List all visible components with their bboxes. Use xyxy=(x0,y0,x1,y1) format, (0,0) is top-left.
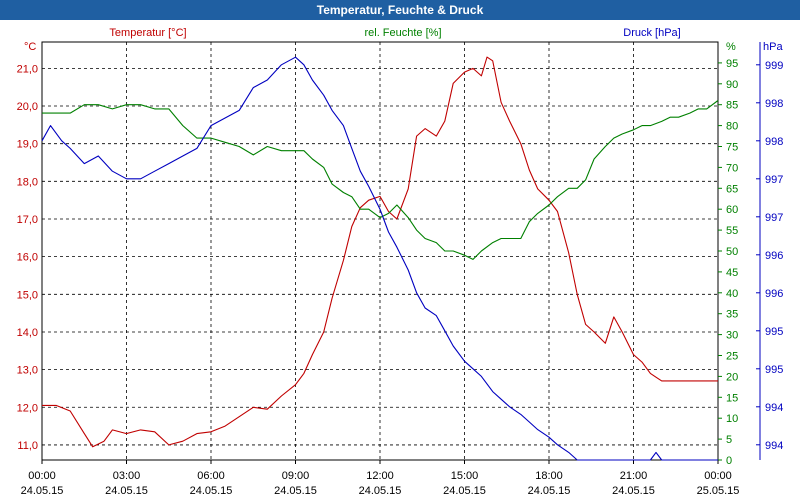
humidity-tick-label: 85 xyxy=(726,100,738,112)
temperature-line xyxy=(42,56,718,448)
x-tick-date: 24.05.15 xyxy=(359,485,402,497)
humidity-tick-label: 60 xyxy=(726,204,738,216)
x-tick-date: 24.05.15 xyxy=(443,485,486,497)
humidity-line xyxy=(42,100,719,260)
humidity-tick-label: 65 xyxy=(726,183,738,195)
humidity-tick-label: 90 xyxy=(726,79,738,91)
pressure-tick-label: 999 xyxy=(765,60,783,72)
x-tick-date: 24.05.15 xyxy=(274,485,317,497)
temperature-tick-label: 15,0 xyxy=(17,289,38,301)
humidity-tick-label: 35 xyxy=(726,309,738,321)
x-tick-time: 12:00 xyxy=(366,470,394,482)
pressure-line xyxy=(41,56,718,461)
x-tick-time: 15:00 xyxy=(451,470,479,482)
humidity-tick-label: 25 xyxy=(726,351,738,363)
humidity-tick-label: 15 xyxy=(726,392,738,404)
pressure-tick-label: 994 xyxy=(765,440,783,452)
humidity-tick-label: 5 xyxy=(726,434,732,446)
temperature-tick-label: 14,0 xyxy=(17,327,38,339)
temperature-tick-label: 13,0 xyxy=(17,365,38,377)
humidity-tick-label: 0 xyxy=(726,455,732,467)
humidity-tick-label: 20 xyxy=(726,371,738,383)
x-tick-time: 00:00 xyxy=(704,470,732,482)
temperature-tick-label: 18,0 xyxy=(17,176,38,188)
x-tick-date: 24.05.15 xyxy=(612,485,655,497)
humidity-tick-label: 70 xyxy=(726,162,738,174)
temperature-tick-label: 16,0 xyxy=(17,252,38,264)
pressure-unit: hPa xyxy=(763,41,783,53)
temperature-unit: °C xyxy=(24,41,36,53)
pressure-axis-label: Druck [hPa] xyxy=(623,27,680,39)
pressure-tick-label: 996 xyxy=(765,288,783,300)
x-tick-date: 24.05.15 xyxy=(190,485,233,497)
x-tick-date: 24.05.15 xyxy=(105,485,148,497)
pressure-tick-label: 998 xyxy=(765,136,783,148)
temperature-tick-label: 17,0 xyxy=(17,214,38,226)
temperature-tick-label: 11,0 xyxy=(17,440,38,452)
humidity-tick-label: 10 xyxy=(726,413,738,425)
x-tick-time: 09:00 xyxy=(282,470,310,482)
x-tick-date: 25.05.15 xyxy=(697,485,740,497)
x-tick-time: 18:00 xyxy=(535,470,563,482)
temperature-axis-label: Temperatur [°C] xyxy=(109,27,186,39)
x-tick-date: 24.05.15 xyxy=(21,485,64,497)
x-tick-time: 00:00 xyxy=(28,470,56,482)
humidity-tick-label: 80 xyxy=(726,121,738,133)
series-lines xyxy=(41,56,719,461)
x-tick-time: 03:00 xyxy=(113,470,141,482)
humidity-tick-label: 55 xyxy=(726,225,738,237)
temperature-tick-label: 21,0 xyxy=(17,63,38,75)
x-tick-time: 21:00 xyxy=(620,470,648,482)
humidity-tick-label: 75 xyxy=(726,142,738,154)
pressure-tick-label: 996 xyxy=(765,250,783,262)
chart-title: Temperatur, Feuchte & Druck xyxy=(0,0,800,20)
temperature-tick-label: 12,0 xyxy=(17,402,38,414)
grid xyxy=(42,42,718,460)
pressure-tick-label: 995 xyxy=(765,326,783,338)
humidity-axis-label: rel. Feuchte [%] xyxy=(364,27,441,39)
pressure-tick-label: 998 xyxy=(765,98,783,110)
pressure-tick-label: 994 xyxy=(765,402,783,414)
temperature-tick-label: 19,0 xyxy=(17,139,38,151)
humidity-tick-label: 50 xyxy=(726,246,738,258)
pressure-tick-label: 997 xyxy=(765,174,783,186)
humidity-tick-label: 45 xyxy=(726,267,738,279)
pressure-tick-label: 995 xyxy=(765,364,783,376)
temperature-tick-label: 20,0 xyxy=(17,101,38,113)
humidity-tick-label: 95 xyxy=(726,58,738,70)
axis-ticks: 11,0 12,0 13,0 14,0 15,0 16,0 17,0 18,0 19,0 20,0… xyxy=(17,42,783,497)
humidity-tick-label: 40 xyxy=(726,288,738,300)
pressure-tick-label: 997 xyxy=(765,212,783,224)
x-tick-date: 24.05.15 xyxy=(528,485,571,497)
x-tick-time: 06:00 xyxy=(197,470,225,482)
humidity-unit: % xyxy=(726,41,736,53)
humidity-tick-label: 30 xyxy=(726,330,738,342)
